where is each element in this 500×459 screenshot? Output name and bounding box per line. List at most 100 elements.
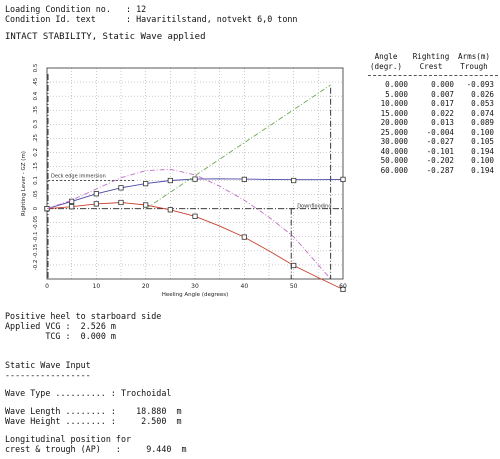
static-wave-title: Static Wave Input [5,360,91,370]
wave-height-unit: m [176,416,182,426]
wave-length-label: Wave Length ........ : [5,406,116,416]
table-row: 0.000 0.000 -0.093 [364,80,498,90]
y-tick-label: 0.4 [33,91,39,100]
longitudinal-position-label2: crest & trough (AP) : [5,444,121,454]
wave-length-line: Wave Length ........ : 18.880 m [5,406,182,416]
data-point-trough [93,191,99,197]
data-point-crest [241,234,247,240]
y-tick-label: .15 [33,162,39,171]
y-axis-label: Righting Lever - GZ (m) [21,151,27,216]
table-row: 40.000 -0.101 0.194 [364,147,498,157]
x-tick-label: 0 [45,283,49,290]
wave-height-value: 2.500 [141,416,167,426]
table-cell: -0.101 [426,146,454,156]
y-tick-label: 0.2 [33,148,39,157]
table-cell: 0.013 [431,118,454,127]
table-cell: 0.100 [471,156,494,165]
chart-tick-labels: 0 10 20 30 40 50 60 -0.2 -0.15-0.1-0.05 0 .05 0.1 .1… [33,63,347,290]
longitudinal-position-line: crest & trough (AP) : 9.440 m [5,444,187,454]
downflooding-annotation: Downflooding [297,204,331,210]
static-wave-underline: ----------------- [5,370,91,380]
data-point-crest [192,213,198,219]
data-point-crest [118,199,124,206]
table-row: 5.000 0.007 0.026 [364,90,498,100]
table-cell: 0.105 [471,137,494,146]
x-tick-label: 60 [339,283,347,290]
table-row: 50.000 -0.202 0.100 [364,156,498,166]
y-tick-label: -0.2 [33,260,39,271]
y-tick-label: -0.1 [33,231,39,242]
table-cell: 5.000 [385,89,408,99]
loading-condition-value: 12 [136,4,147,14]
data-point-crest [93,201,99,207]
table-cell: 0.100 [471,127,494,137]
y-tick-label: 0 [33,206,39,210]
table-row: 10.000 0.017 0.053 [364,99,498,109]
table-row: 60.000 -0.287 0.194 [364,166,498,176]
tcg-value: 0.000 m [80,331,116,341]
table-cell: -0.027 [426,137,454,146]
data-point-trough [241,176,247,183]
table-row: 15.000 0.022 0.074 [364,109,498,119]
table-row: 30.000 -0.027 0.105 [364,137,498,147]
righting-arms-table: Angle Righting Arms(m) (degr.) Crest Tro… [364,52,498,175]
data-point-crest [340,286,346,293]
table-header-cell: Trough [460,61,488,71]
table-cell: 0.000 [431,80,454,89]
y-tick-label: 0.3 [33,119,39,128]
wave-length-value: 18.880 [136,406,167,416]
table-body: 0.000 0.000 -0.093 5.000 0.007 0.026 10.000 0.0… [364,80,498,175]
wave-type-label: Wave Type .......... : [5,388,116,398]
applied-vcg-line: Applied VCG : 2.526 m [5,321,116,331]
wave-height-line: Wave Height ........ : 2.500 m [5,416,182,426]
vcg-value: 2.526 m [80,321,116,331]
x-tick-label: 30 [191,283,199,290]
y-tick-label: -0.15 [33,243,39,258]
heel-direction: Positive heel to starboard side [5,311,162,321]
table-cell: 0.194 [471,146,494,156]
condition-id-label: Condition Id. text [5,14,96,24]
data-point-trough [118,185,124,191]
table-cell: 0.000 [385,80,408,89]
data-point-crest [143,202,149,208]
data-point-trough [340,176,346,183]
data-point-crest [167,207,173,213]
longitudinal-position-value: 9.440 [146,444,172,454]
table-cell: 0.026 [471,89,494,99]
table-cell: 0.089 [471,118,494,127]
x-tick-label: 50 [290,283,298,290]
table-cell: -0.004 [426,127,454,137]
table-divider [364,71,498,80]
gz-curve-chart: 0 10 20 30 40 50 60 -0.2 -0.15-0.1-0.05 0 .05 0.1 .1… [21,63,347,298]
wave-length-unit: m [176,406,182,416]
table-cell: 0.017 [431,99,454,108]
wave-height-label: Wave Height ........ : [5,416,116,426]
data-point-crest [291,262,297,269]
page-title: INTACT STABILITY, Static Wave applied [5,32,206,42]
table-row: 25.000 -0.004 0.100 [364,128,498,138]
loading-condition-label: Loading Condition no. [5,4,111,14]
table-cell: 25.000 [380,127,408,137]
y-tick-label: .05 [33,190,39,199]
x-tick-label: 10 [93,283,101,290]
loading-condition-line: Loading Condition no. : 12 [5,4,147,14]
y-tick-label: 0.1 [33,176,39,185]
table-cell: 20.000 [380,118,408,127]
y-tick-label: 0.5 [33,63,39,72]
table-cell: 0.053 [471,99,494,108]
table-cell: 40.000 [380,146,408,156]
table-cell: 30.000 [380,137,408,146]
wave-type-line: Wave Type .......... : Trochoidal [5,388,171,398]
condition-id-line: Condition Id. text : Havaritilstand, not… [5,14,298,24]
x-tick-label: 20 [142,283,150,290]
table-cell: 60.000 [380,165,408,175]
vcg-label: Applied VCG : [5,321,71,331]
chart-series [44,74,346,293]
data-point-trough [167,177,173,184]
table-header-cell: Arms(m) [457,52,490,61]
y-tick-label: .35 [33,105,39,114]
longitudinal-position-unit: m [181,444,187,454]
plot-frame [46,67,344,280]
table-cell: -0.093 [466,80,494,89]
data-point-trough [291,177,297,184]
